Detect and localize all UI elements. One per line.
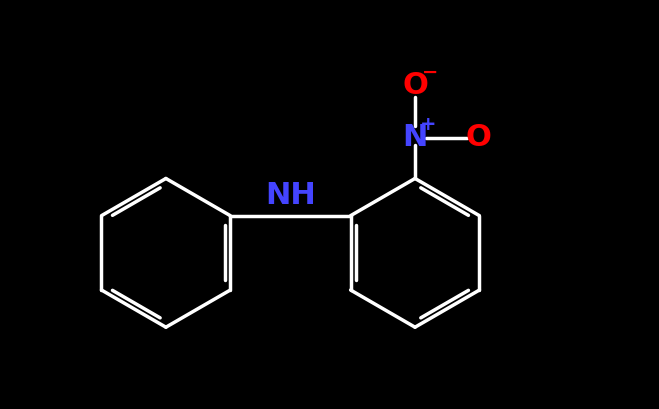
Text: N: N (403, 123, 428, 152)
Text: −: − (422, 63, 438, 82)
Text: O: O (402, 71, 428, 100)
Text: O: O (465, 123, 491, 152)
Text: +: + (420, 115, 437, 134)
Text: NH: NH (265, 181, 316, 210)
